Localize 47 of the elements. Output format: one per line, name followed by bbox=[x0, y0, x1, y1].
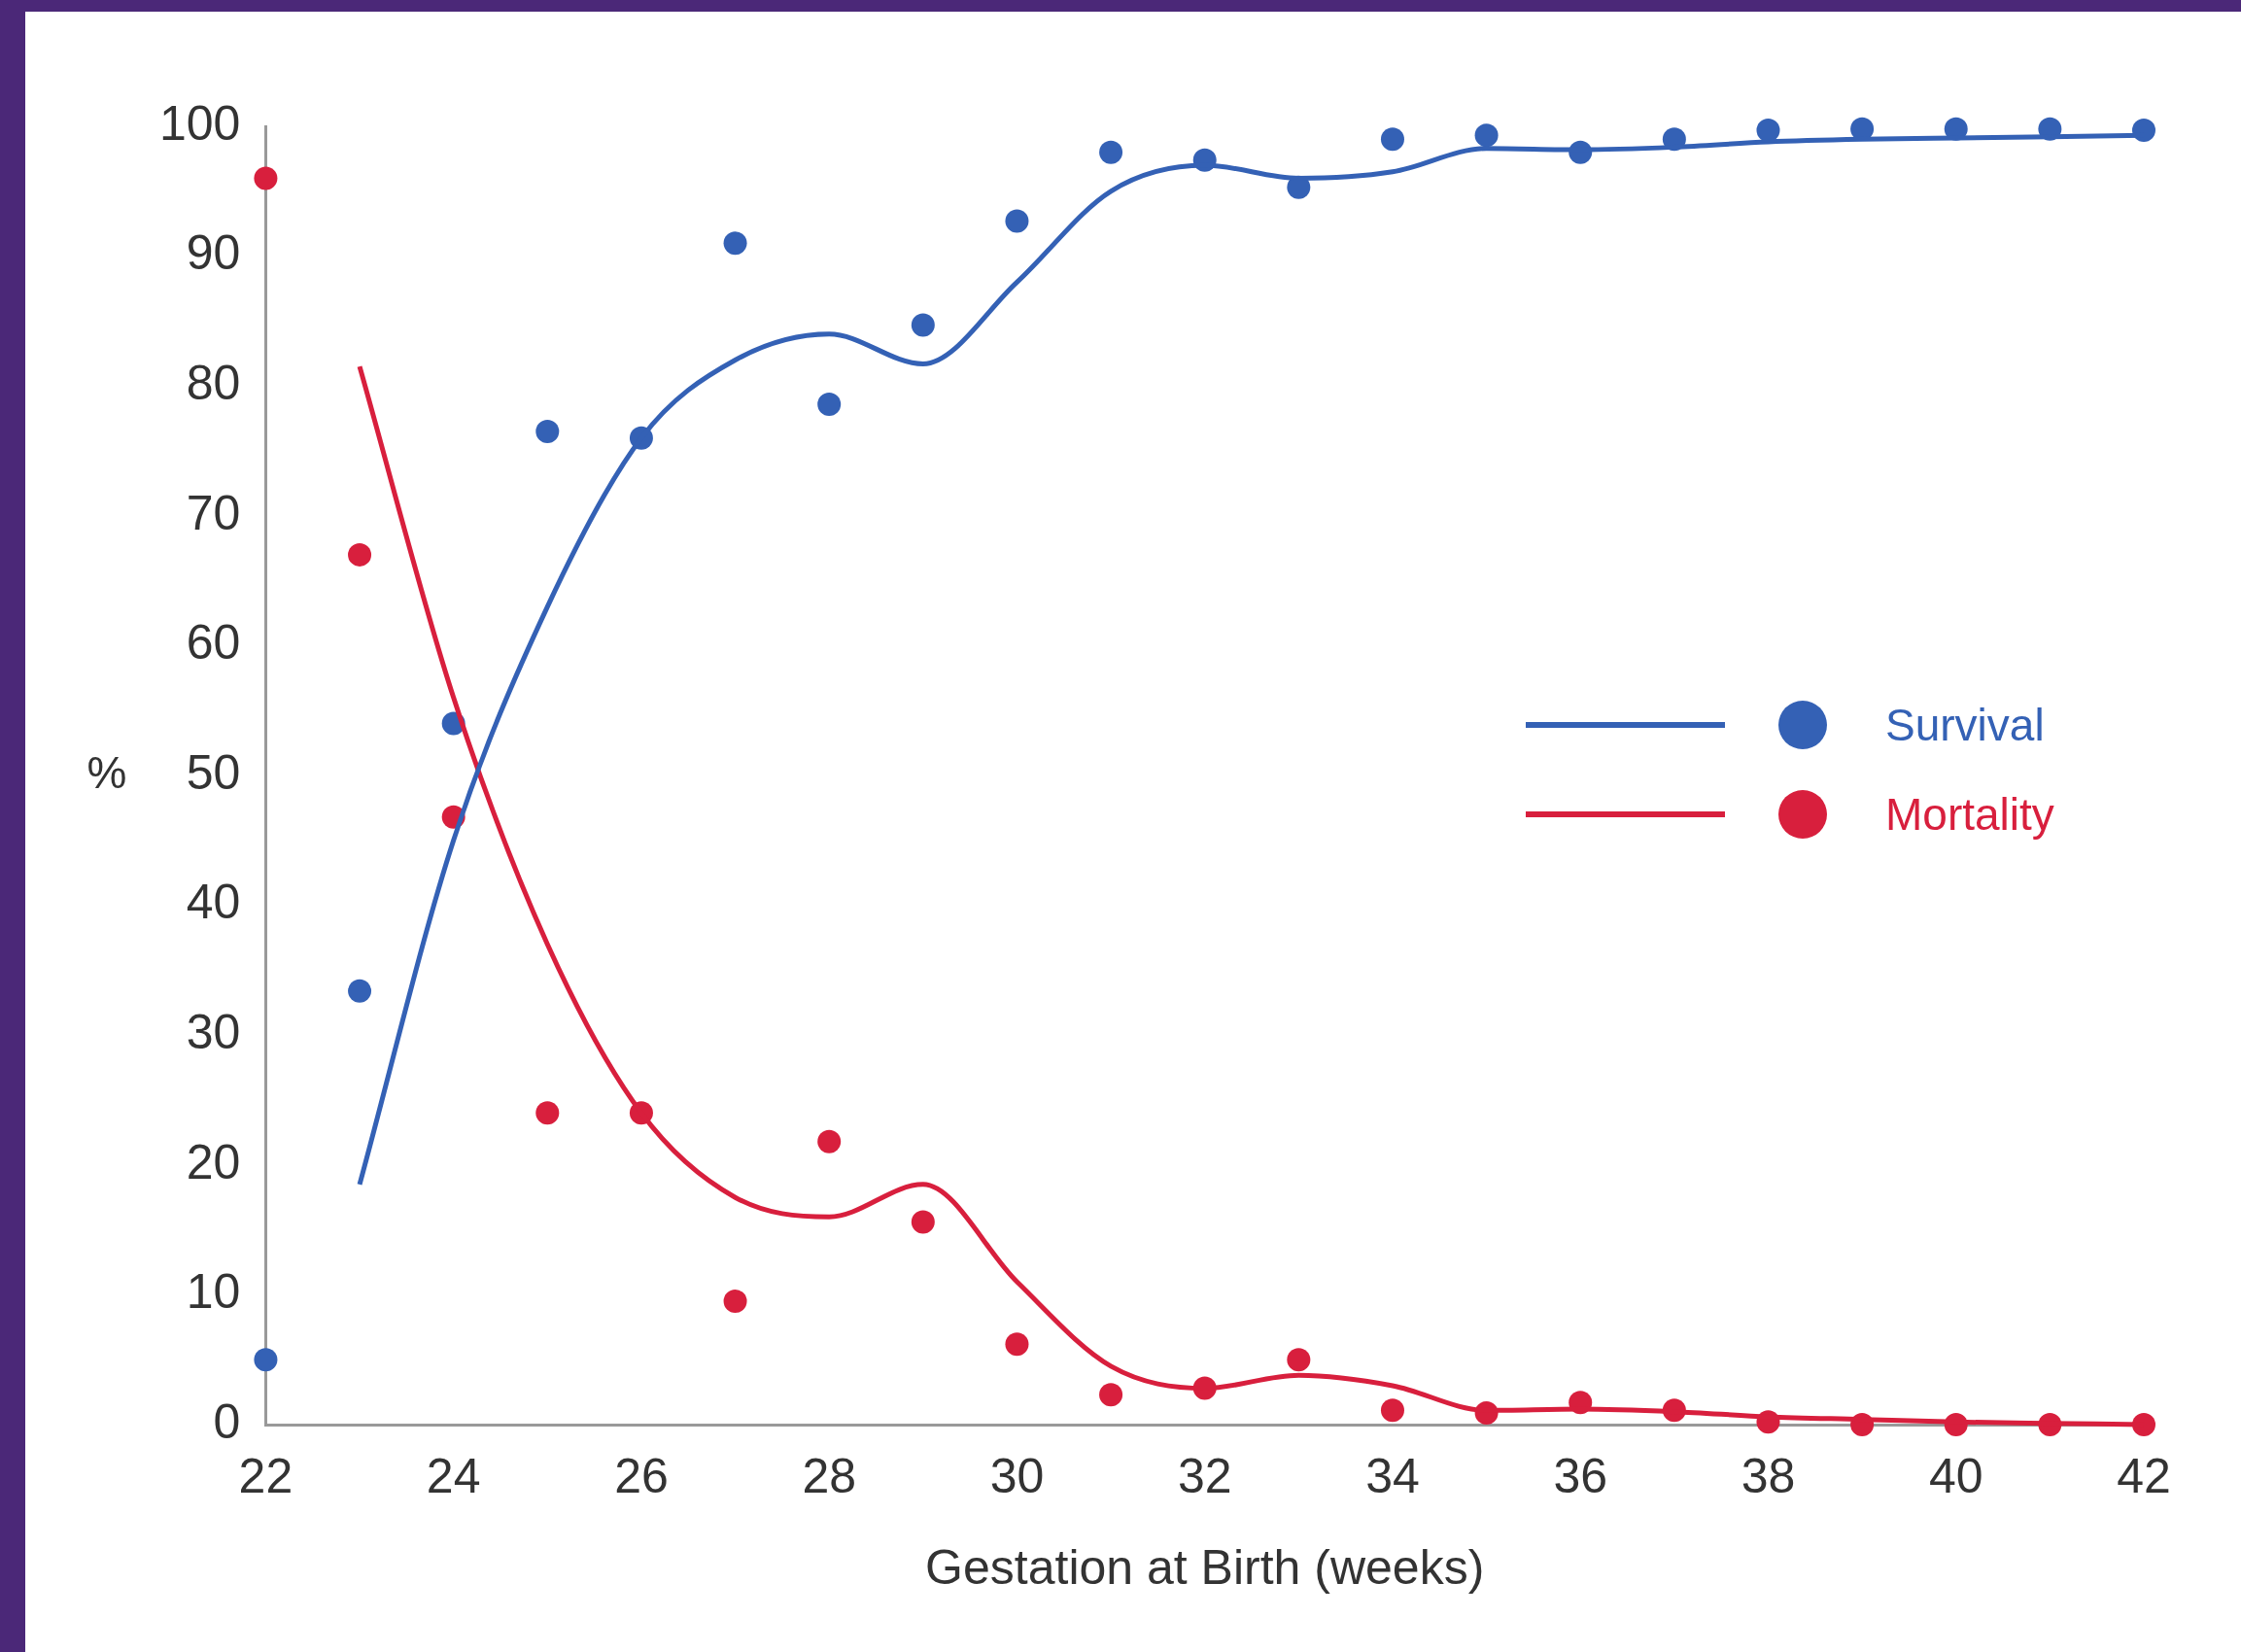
x-axis-title: Gestation at Birth (weeks) bbox=[925, 1539, 1485, 1595]
point bbox=[817, 392, 842, 416]
point bbox=[254, 166, 278, 190]
point bbox=[254, 1348, 278, 1372]
legend-label: Survival bbox=[1885, 699, 2045, 751]
x-tick-label: 32 bbox=[1177, 1448, 1232, 1503]
y-tick-label: 30 bbox=[186, 1004, 241, 1059]
x-tick-label: 38 bbox=[1741, 1448, 1796, 1503]
point bbox=[1756, 119, 1780, 143]
point bbox=[535, 419, 560, 443]
point bbox=[1380, 127, 1404, 152]
y-tick-label: 90 bbox=[186, 225, 241, 281]
y-tick-label: 40 bbox=[186, 875, 241, 930]
y-tick-label: 70 bbox=[186, 485, 241, 540]
x-tick-label: 24 bbox=[426, 1448, 481, 1503]
x-tick-label: 30 bbox=[989, 1448, 1045, 1503]
point bbox=[817, 1129, 842, 1153]
legend-label: Mortality bbox=[1885, 788, 2054, 841]
y-tick-label: 10 bbox=[186, 1264, 241, 1320]
point bbox=[535, 1101, 560, 1125]
y-axis-title: % bbox=[86, 746, 127, 798]
point bbox=[1005, 209, 1029, 233]
point bbox=[723, 231, 747, 256]
y-tick-label: 100 bbox=[158, 95, 241, 151]
x-tick-label: 28 bbox=[802, 1448, 857, 1503]
x-tick-label: 40 bbox=[1928, 1448, 1983, 1503]
point bbox=[911, 313, 935, 337]
y-tick-label: 50 bbox=[186, 744, 241, 800]
y-tick-label: 0 bbox=[213, 1394, 241, 1449]
x-tick-label: 42 bbox=[2117, 1448, 2171, 1503]
point bbox=[1005, 1332, 1029, 1357]
point bbox=[1380, 1398, 1404, 1423]
y-tick-label: 80 bbox=[186, 355, 241, 410]
x-tick-label: 26 bbox=[614, 1448, 669, 1503]
point bbox=[723, 1290, 747, 1314]
point bbox=[1099, 140, 1123, 164]
x-tick-label: 22 bbox=[238, 1448, 293, 1503]
point bbox=[1474, 123, 1499, 148]
y-tick-label: 60 bbox=[186, 615, 241, 671]
point bbox=[1287, 1348, 1311, 1372]
x-tick-label: 36 bbox=[1553, 1448, 1608, 1503]
point bbox=[348, 542, 372, 567]
point bbox=[911, 1210, 935, 1234]
point bbox=[348, 979, 372, 1003]
x-tick-label: 34 bbox=[1365, 1448, 1420, 1503]
y-tick-label: 20 bbox=[186, 1134, 241, 1189]
point bbox=[1099, 1383, 1123, 1407]
